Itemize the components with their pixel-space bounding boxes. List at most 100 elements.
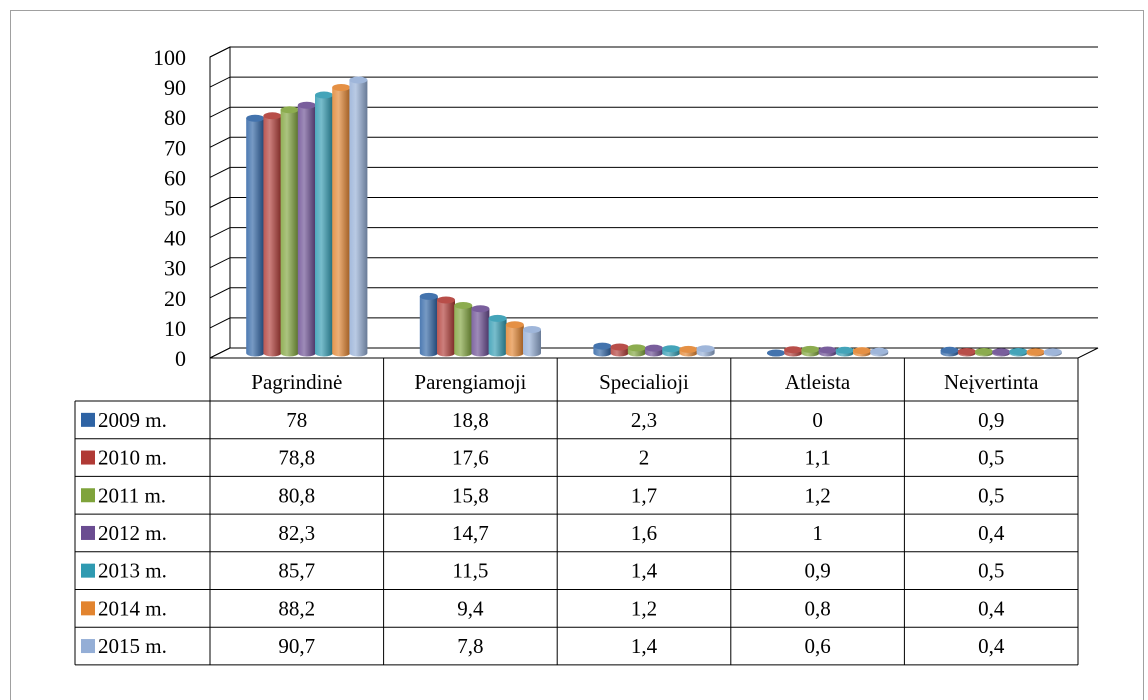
bar-body [315,95,333,357]
data-label: 88,2 [278,596,315,620]
data-label: 7,8 [457,634,483,658]
bar-top [593,342,612,350]
bar-top [246,114,265,122]
data-label: 1,7 [631,483,657,507]
data-label: 0,8 [804,596,830,620]
legend-swatch [81,488,95,503]
legend-label: 2009 m. [98,408,167,432]
bar-top [332,84,351,92]
bar [801,345,820,357]
gridline [209,197,1098,208]
bar [1043,348,1062,357]
data-label: 0,4 [978,596,1005,620]
bars [246,76,1062,357]
bar [957,347,976,357]
bar-top [679,345,698,353]
bar-top [818,346,837,354]
data-label: 2 [639,446,650,470]
bar-body [454,305,473,357]
bar [835,346,854,357]
bar [593,342,612,357]
bar-top [975,347,993,355]
chart-frame [10,10,1144,700]
bar [627,344,646,357]
legend-swatch [81,639,95,654]
bar-top [280,106,299,114]
y-tick-label: 80 [164,105,186,130]
bar [454,301,473,357]
data-label: 80,8 [278,483,315,507]
category-label: Parengiamoji [414,370,526,394]
bar [297,101,316,357]
bar-top [505,321,524,329]
gridline [209,317,1098,329]
bar-top [315,91,333,99]
bar-top [488,314,507,322]
bar-top [1043,348,1062,356]
bar-body [263,115,282,357]
bar-top [263,112,282,120]
bar [523,326,541,357]
y-tick-label: 100 [153,45,186,70]
data-label: 1 [812,521,823,545]
category-label: Pagrindinė [251,370,342,394]
data-label: 85,7 [278,559,315,583]
data-label: 18,8 [452,408,489,432]
data-label: 1,2 [631,596,657,620]
bar-top [801,345,820,353]
y-tick-label: 60 [164,165,186,190]
data-label: 0,9 [804,559,830,583]
bar [437,296,455,357]
legend-label: 2010 m. [98,446,167,470]
data-table: Pagrindinė Parengiamoji Specialioji Atleist… [74,358,1079,666]
bar [471,305,490,357]
bar [853,347,871,357]
data-label: 90,7 [278,634,315,658]
data-label: 0,9 [978,408,1004,432]
bar-body [419,296,438,357]
bar-top [610,343,629,351]
bar-top [870,347,889,355]
bar [349,76,368,357]
data-label: 0,6 [804,634,830,658]
gridline [209,287,1098,299]
bar [662,345,681,357]
legend-swatch [81,412,95,427]
y-tick-label: 90 [164,75,186,100]
legend-swatch [81,525,95,540]
y-tick-label: 30 [164,256,186,281]
legend-label: 2012 m. [98,521,167,545]
bar-top [437,296,455,304]
bar [975,347,993,357]
data-label: 0,5 [978,559,1004,583]
data-label: 1,4 [631,634,658,658]
bar-top [853,347,871,355]
bar [645,344,663,357]
bar-top [957,347,976,355]
bar-top [784,346,803,354]
gridline [209,46,1098,58]
bar-body [246,118,265,357]
legend-label: 2015 m. [98,634,167,658]
bar [246,114,265,357]
bar [1009,347,1028,357]
data-label: 17,6 [452,446,489,470]
legend-swatch [81,450,95,465]
bar [1026,348,1045,357]
legend-label: 2011 m. [98,483,166,507]
data-label: 15,8 [452,483,489,507]
bar-top [419,292,438,300]
bar-top [835,346,854,354]
data-label: 78,8 [278,446,315,470]
data-label: 14,7 [452,521,489,545]
bar-top [1009,347,1028,355]
bar-top [645,344,663,352]
y-tick-label: 70 [164,135,186,160]
legend-label: 2013 m. [98,559,167,583]
bar [679,345,698,357]
data-label: 0,4 [978,521,1005,545]
bar-body [488,318,507,357]
bar-body [297,105,316,357]
data-label: 1,2 [804,483,830,507]
